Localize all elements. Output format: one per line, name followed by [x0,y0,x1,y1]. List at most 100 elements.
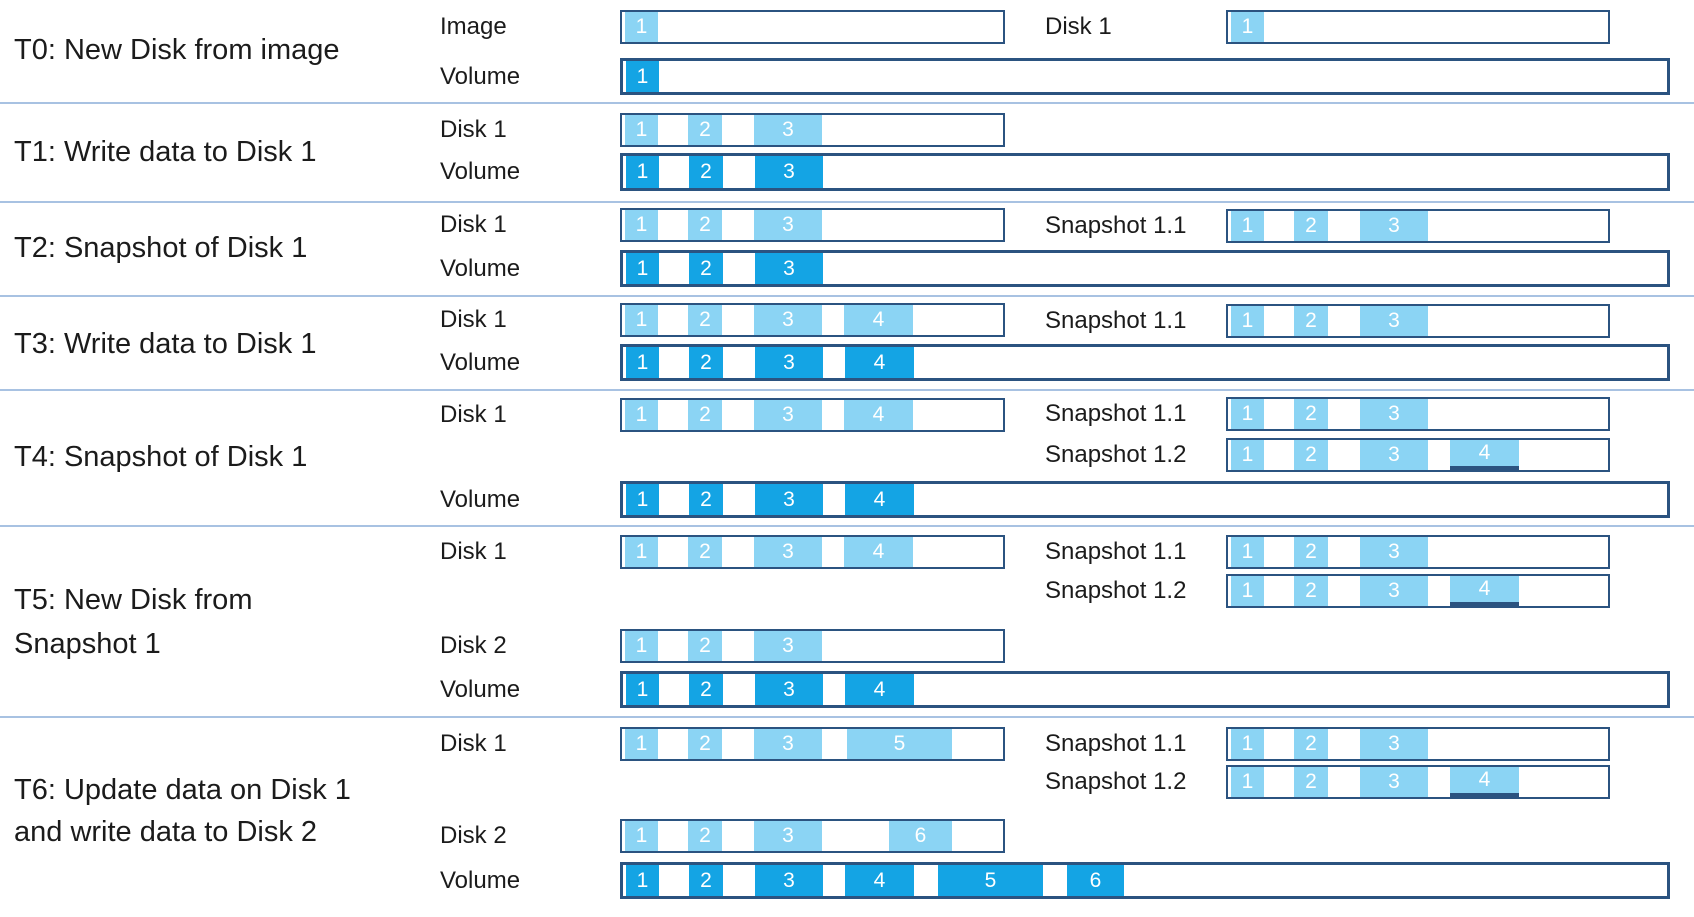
t2-volume-label: Volume [440,254,521,282]
t2-disk1-block-3: 3 [754,210,822,240]
t0-disk1-label: Disk 1 [1045,13,1112,40]
t5-snapshot12-label: Snapshot 1.2 [1045,577,1187,604]
t1-disk1-block-3: 3 [754,115,822,145]
t0-image-block-1: 1 [625,12,658,42]
t1-volume-block-3: 3 [755,156,823,188]
t3-volume-label: Volume [440,348,521,376]
t5-disk2-block-1: 1 [625,631,658,661]
t6-volume-block-1: 1 [626,865,659,896]
t4-disk1-block-1: 1 [625,400,658,430]
t5-snapshot11-block-2: 2 [1294,537,1328,567]
t4-snapshot12-block-1: 1 [1231,440,1264,470]
t5-disk2-block-3: 3 [754,631,822,661]
t1-volume-label: Volume [440,158,521,185]
t6-disk1-block-3: 3 [754,729,822,759]
section-divider-t5 [0,716,1694,718]
t0-disk1-bar: 1 [1226,10,1610,44]
t1-volume-block-2: 2 [689,156,723,188]
t2-volume-block-3: 3 [755,253,823,284]
t4-volume-block-1: 1 [626,484,659,515]
t5-disk1-block-4: 4 [844,537,913,567]
t6-snapshot11-block-1: 1 [1231,729,1264,759]
t4-snapshot11-label: Snapshot 1.1 [1045,400,1187,427]
section-divider-t1 [0,201,1694,203]
t5-snapshot11-block-3: 3 [1360,537,1428,567]
time-label-t5-line1: T5: New Disk from [14,584,253,616]
t2-snapshot11-block-2: 2 [1294,211,1328,241]
t4-disk1-label: Disk 1 [440,401,507,428]
t3-volume-block-3: 3 [755,347,823,378]
t0-image-bar: 1 [620,10,1005,44]
t3-volume-block-4: 4 [845,347,914,378]
t6-disk2-block-6: 6 [889,821,952,851]
t0-image-label: Image [440,13,507,40]
t0-disk1-block-1: 1 [1231,12,1264,42]
t6-disk1-block-1: 1 [625,729,658,759]
t5-volume-block-3: 3 [755,674,823,705]
t5-snapshot11-label: Snapshot 1.1 [1045,538,1187,565]
time-label-t4: T4: Snapshot of Disk 1 [14,441,308,473]
t4-snapshot12-block-2: 2 [1294,440,1328,470]
t4-volume-block-2: 2 [689,484,723,515]
t2-volume-block-2: 2 [689,253,723,284]
t0-volume-label: Volume [440,62,521,90]
section-divider-t2 [0,295,1694,297]
t6-snapshot11-label: Snapshot 1.1 [1045,730,1187,757]
time-label-t3: T3: Write data to Disk 1 [14,328,317,360]
t2-disk1-block-1: 1 [625,210,658,240]
t6-disk1-block-2: 2 [688,729,722,759]
t5-disk2-block-2: 2 [688,631,722,661]
t4-snapshot12-label: Snapshot 1.2 [1045,441,1187,468]
t5-snapshot12-block-1: 1 [1231,576,1264,606]
t5-disk1-block-3: 3 [754,537,822,567]
t6-disk2-block-1: 1 [625,821,658,851]
t2-disk1-block-2: 2 [688,210,722,240]
section-divider-t3 [0,389,1694,391]
t3-snapshot11-label: Snapshot 1.1 [1045,307,1187,334]
time-label-t5-line2: Snapshot 1 [14,628,161,660]
time-label-t6-line2: and write data to Disk 2 [14,816,318,848]
t6-volume-block-2: 2 [689,865,723,896]
t5-disk1-label: Disk 1 [440,538,507,565]
t6-snapshot12-block-1: 1 [1231,767,1264,797]
t3-disk1-block-1: 1 [625,305,658,335]
t6-snapshot11-block-3: 3 [1360,729,1428,759]
t4-disk1-block-2: 2 [688,400,722,430]
t3-disk1-block-3: 3 [754,305,822,335]
t2-snapshot11-label: Snapshot 1.1 [1045,212,1187,239]
t5-disk2-label: Disk 2 [440,632,507,659]
t2-snapshot11-block-3: 3 [1360,211,1428,241]
t6-disk1-block-5: 5 [847,729,952,759]
time-label-t2: T2: Snapshot of Disk 1 [14,232,308,264]
t4-snapshot12-block-3: 3 [1360,440,1428,470]
t1-disk1-block-2: 2 [688,115,722,145]
t3-disk1-block-4: 4 [844,305,913,335]
t6-snapshot12-block-4: 4 [1450,767,1519,797]
t2-snapshot11-block-1: 1 [1231,211,1264,241]
t6-volume-block-6: 6 [1067,865,1124,896]
t6-snapshot12-label: Snapshot 1.2 [1045,768,1187,795]
t3-snapshot11-block-2: 2 [1294,306,1328,336]
t5-volume-label: Volume [440,675,521,703]
t5-disk1-block-1: 1 [625,537,658,567]
t5-volume-block-4: 4 [845,674,914,705]
t5-snapshot12-block-2: 2 [1294,576,1328,606]
time-label-t6-line1: T6: Update data on Disk 1 [14,774,351,806]
